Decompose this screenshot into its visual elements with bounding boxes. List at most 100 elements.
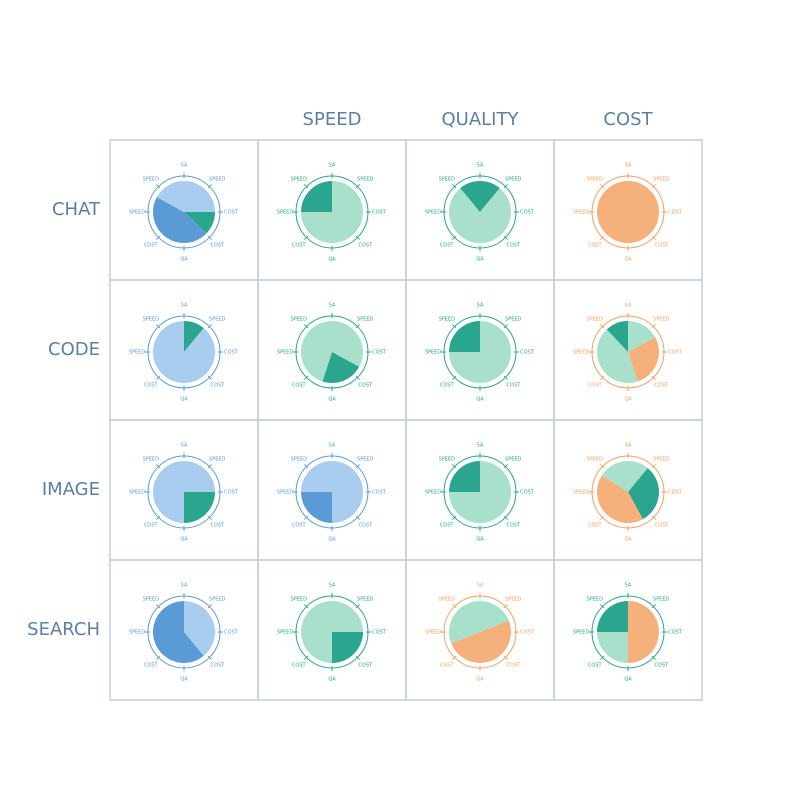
ring-label: COST — [588, 663, 603, 669]
ring-label: SPEED — [505, 316, 522, 322]
ring-tick — [651, 324, 656, 329]
ring-label: SA — [329, 303, 336, 309]
ring-label: SA — [625, 303, 632, 309]
ring-label: SPEED — [505, 456, 522, 462]
ring-label: SA — [477, 303, 484, 309]
slice — [153, 321, 215, 384]
ring-label: SPEED — [573, 630, 590, 636]
ring-label: SA — [477, 583, 484, 589]
ring-label: COST — [210, 663, 225, 669]
ring-tick — [452, 235, 457, 240]
ring-label: COST — [224, 350, 239, 356]
pie-glyph: SA SPEED COST COST QA COST SPEED SPEED — [425, 303, 535, 403]
ring-label: QA — [180, 677, 188, 683]
ring-tick — [207, 235, 212, 240]
slice — [460, 181, 480, 212]
ring-tick — [503, 375, 508, 380]
ring-label: COST — [358, 663, 373, 669]
slice — [301, 461, 332, 492]
ring-label: SA — [625, 443, 632, 449]
ring-label: SPEED — [277, 630, 294, 636]
ring-tick — [651, 235, 656, 240]
ring-label: SA — [181, 303, 188, 309]
slice — [332, 461, 363, 523]
ring-label: COST — [506, 663, 521, 669]
slice — [451, 620, 511, 663]
ring-tick — [452, 464, 457, 469]
slice — [301, 492, 332, 523]
ring-label: COST — [506, 383, 521, 389]
ring-label: SPEED — [653, 596, 670, 602]
ring-label: SPEED — [209, 456, 226, 462]
ring-tick — [452, 184, 457, 189]
pie-glyph: SA SPEED COST COST QA COST SPEED SPEED — [573, 163, 683, 263]
ring-tick — [651, 184, 656, 189]
slice — [153, 197, 207, 243]
ring-tick — [651, 655, 656, 660]
ring-label: SPEED — [573, 350, 590, 356]
ring-label: COST — [144, 663, 159, 669]
slice — [448, 601, 480, 644]
ring-label: SA — [181, 583, 188, 589]
ring-tick — [304, 184, 309, 189]
column-header: SPEED — [303, 109, 362, 130]
slice — [184, 181, 215, 212]
ring-label: SPEED — [291, 596, 308, 602]
cell-border — [553, 559, 703, 701]
column-header: COST — [603, 109, 653, 130]
slice — [153, 601, 204, 663]
ring-label: COST — [372, 350, 387, 356]
ring-label: COST — [372, 210, 387, 216]
ring-label: COST — [144, 243, 159, 249]
ring-label: SPEED — [587, 316, 604, 322]
column-header: QUALITY — [442, 109, 520, 130]
ring-tick — [156, 235, 161, 240]
pie-glyph: SA SPEED COST COST QA COST SPEED SPEED — [425, 163, 535, 263]
ring-tick — [651, 375, 656, 380]
ring-label: SPEED — [143, 596, 160, 602]
ring-tick — [156, 375, 161, 380]
ring-label: COST — [654, 243, 669, 249]
ring-label: SPEED — [209, 316, 226, 322]
ring-label: SA — [181, 163, 188, 169]
ring-tick — [600, 324, 605, 329]
pie-glyph: SA SPEED COST COST QA COST SPEED SPEED — [277, 443, 387, 543]
ring-label: COST — [668, 630, 683, 636]
slice — [449, 461, 480, 492]
ring-label: COST — [144, 523, 159, 529]
ring-label: QA — [476, 537, 484, 543]
slice — [480, 181, 500, 212]
ring-label: COST — [440, 523, 455, 529]
ring-label: SPEED — [653, 316, 670, 322]
slice — [596, 475, 643, 524]
slice — [322, 352, 360, 383]
slice — [597, 181, 659, 243]
ring-tick — [600, 235, 605, 240]
ring-label: COST — [372, 630, 387, 636]
slice — [301, 601, 332, 663]
ring-tick — [156, 655, 161, 660]
slice — [184, 321, 204, 352]
ring-tick — [207, 375, 212, 380]
ring-label: COST — [224, 490, 239, 496]
ring-label: COST — [358, 523, 373, 529]
ring-tick — [207, 604, 212, 609]
ring-label: QA — [624, 537, 632, 543]
ring-tick — [304, 655, 309, 660]
ring-label: SPEED — [587, 176, 604, 182]
slice — [628, 468, 660, 520]
ring-label: QA — [180, 537, 188, 543]
ring-label: SPEED — [425, 630, 442, 636]
ring-label: SPEED — [439, 596, 456, 602]
ring-label: QA — [328, 397, 336, 403]
slice — [300, 321, 332, 382]
ring-tick — [452, 515, 457, 520]
ring-label: COST — [588, 243, 603, 249]
pie-glyph: SA SPEED COST COST QA COST SPEED SPEED — [573, 303, 683, 403]
row-header: CHAT — [52, 199, 101, 220]
pie-glyph: SA SPEED COST COST QA COST SPEED SPEED — [573, 583, 683, 683]
ring-label: QA — [328, 537, 336, 543]
ring-tick — [503, 515, 508, 520]
ring-label: SPEED — [573, 210, 590, 216]
